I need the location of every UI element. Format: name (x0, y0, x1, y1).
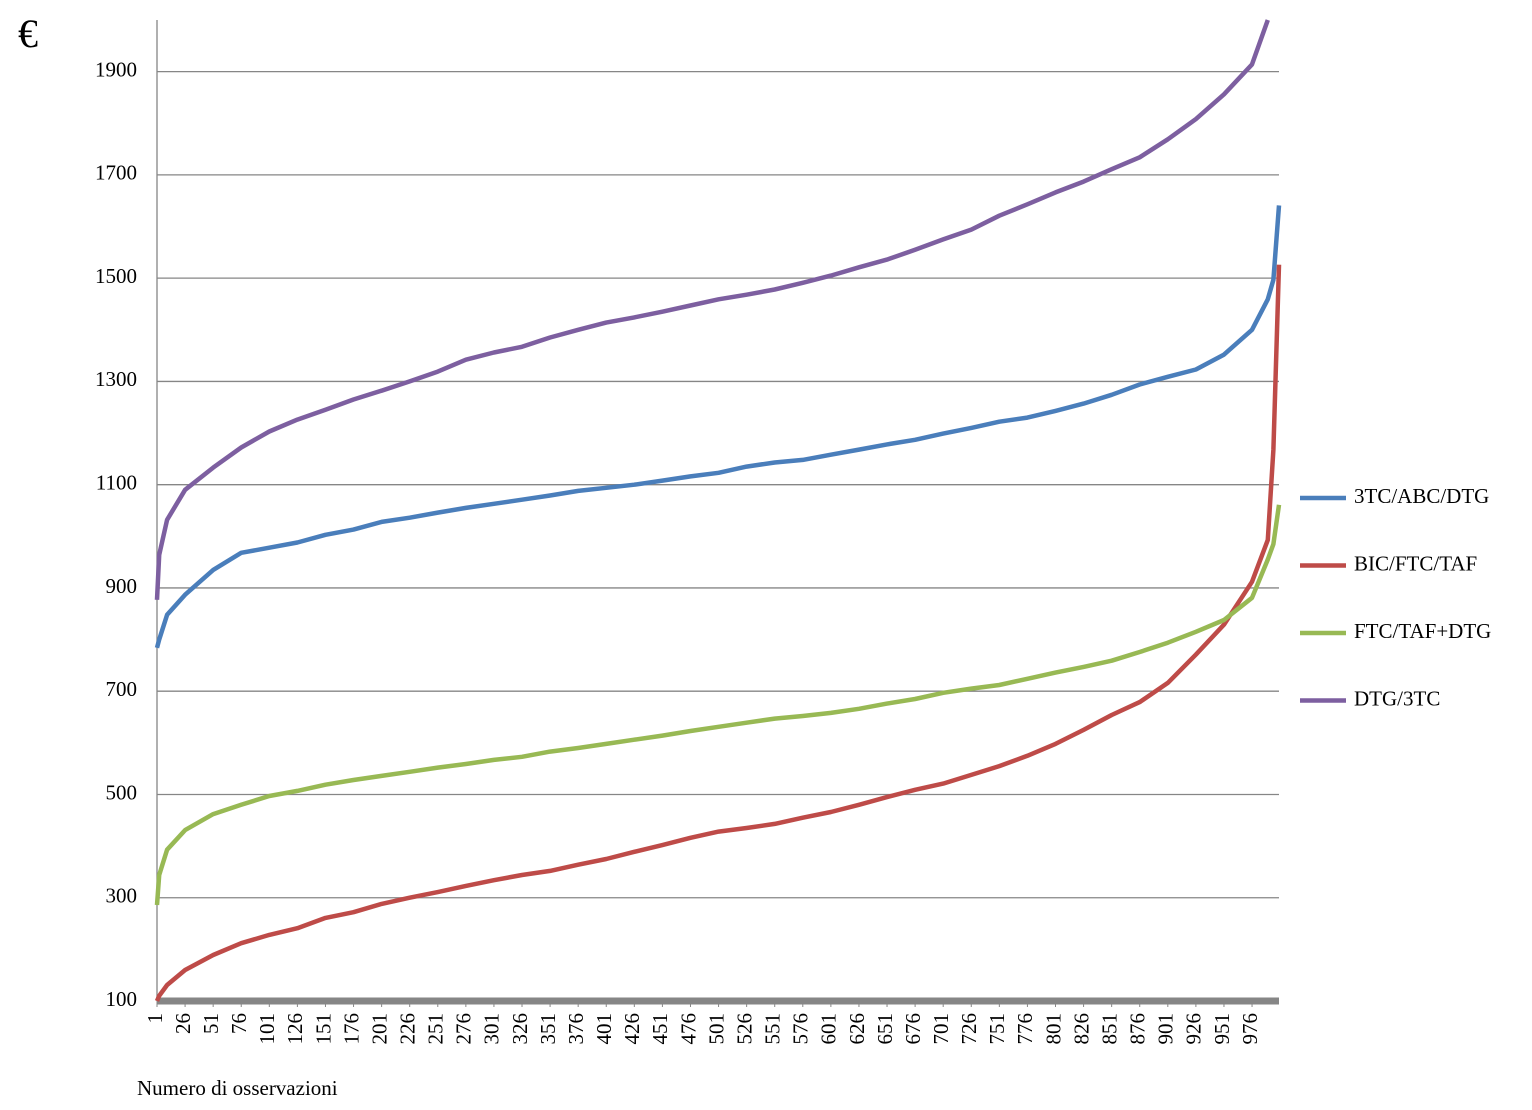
x-axis-label: Numero di osservazioni (137, 1076, 338, 1100)
series-line (154, 264, 1282, 1002)
x-tick-label: 201 (367, 1013, 391, 1045)
y-tick-label: 1300 (95, 367, 137, 391)
x-tick-label: 351 (536, 1013, 560, 1045)
series-line (154, 504, 1282, 906)
y-tick-label: 700 (106, 677, 138, 701)
x-tick-label: 476 (676, 1013, 700, 1045)
x-tick-label: 176 (339, 1013, 363, 1045)
x-tick-label: 501 (704, 1013, 728, 1045)
y-axis-label: € (18, 11, 38, 56)
x-tick-label: 76 (227, 1013, 251, 1034)
x-tick-label: 576 (789, 1013, 813, 1045)
legend-label: DTG/3TC (1354, 686, 1440, 710)
x-tick-label: 376 (564, 1013, 588, 1045)
x-tick-label: 751 (985, 1013, 1009, 1045)
x-tick-label: 551 (761, 1013, 785, 1045)
x-tick-label: 101 (255, 1013, 279, 1045)
y-tick-label: 100 (106, 987, 138, 1011)
x-tick-label: 326 (508, 1013, 532, 1045)
x-tick-label: 526 (732, 1013, 756, 1045)
series-line (154, 205, 1282, 649)
x-tick-label: 851 (1097, 1013, 1121, 1045)
x-tick-label: 976 (1238, 1013, 1262, 1045)
x-tick-label: 601 (817, 1013, 841, 1045)
x-tick-label: 426 (620, 1013, 644, 1045)
x-tick-label: 876 (1126, 1013, 1150, 1045)
x-tick-label: 676 (901, 1013, 925, 1045)
y-tick-label: 1100 (96, 470, 137, 494)
legend-label: BIC/FTC/TAF (1354, 551, 1477, 575)
x-tick-label: 701 (929, 1013, 953, 1045)
x-tick-label: 276 (452, 1013, 476, 1045)
x-tick-label: 726 (957, 1013, 981, 1045)
series-line (154, 19, 1270, 600)
y-tick-label: 500 (106, 780, 138, 804)
y-tick-label: 900 (106, 574, 138, 598)
x-tick-label: 951 (1210, 1013, 1234, 1045)
x-tick-label: 826 (1069, 1013, 1093, 1045)
x-tick-label: 776 (1013, 1013, 1037, 1045)
x-tick-label: 26 (171, 1013, 195, 1034)
x-tick-label: 51 (199, 1013, 223, 1034)
x-tick-label: 1 (143, 1013, 167, 1024)
x-tick-label: 226 (396, 1013, 420, 1045)
x-tick-label: 626 (845, 1013, 869, 1045)
x-tick-label: 251 (424, 1013, 448, 1045)
x-tick-label: 301 (480, 1013, 504, 1045)
x-tick-label: 126 (283, 1013, 307, 1045)
legend-label: FTC/TAF+DTG (1354, 619, 1491, 643)
y-tick-label: 1500 (95, 264, 137, 288)
y-tick-label: 1900 (95, 57, 137, 81)
x-tick-label: 926 (1182, 1013, 1206, 1045)
x-tick-label: 151 (311, 1013, 335, 1045)
x-tick-label: 901 (1154, 1013, 1178, 1045)
x-tick-label: 651 (873, 1013, 897, 1045)
legend-label: 3TC/ABC/DTG (1354, 484, 1489, 508)
y-tick-label: 1700 (95, 161, 137, 185)
x-tick-label: 451 (648, 1013, 672, 1045)
x-tick-label: 401 (592, 1013, 616, 1045)
x-tick-label: 801 (1041, 1013, 1065, 1045)
y-tick-label: 300 (106, 884, 138, 908)
